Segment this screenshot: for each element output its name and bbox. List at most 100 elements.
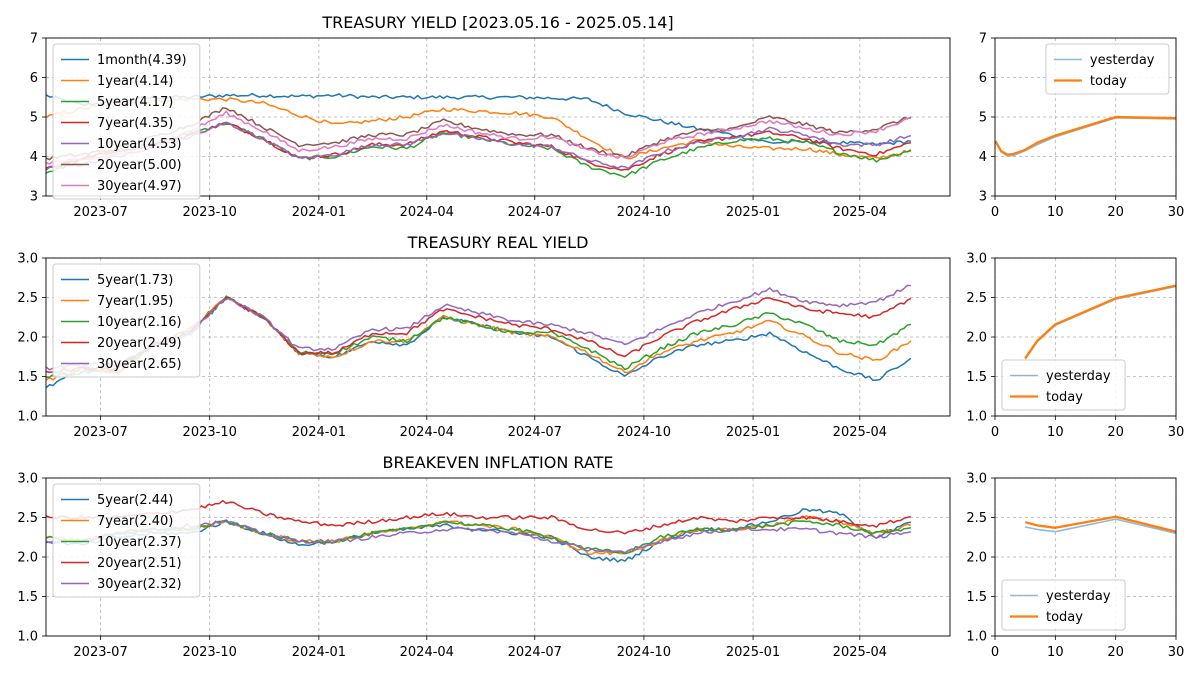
legend-label: 5year(1.73) bbox=[97, 273, 173, 288]
plot-frame bbox=[994, 257, 1177, 417]
y-tick-label: 3 bbox=[979, 190, 987, 205]
legend-label: 20year(2.51) bbox=[97, 556, 182, 571]
legend-label: today bbox=[1090, 74, 1127, 89]
legend-label: 30year(2.65) bbox=[97, 357, 182, 372]
x-tick-label: 20 bbox=[1107, 645, 1124, 660]
chart-panel-4: 1.0 1.5 2.0 2.5 3.0 2023-07 2023-10 2024-01 2024… bbox=[17, 453, 951, 660]
x-tick-label: 2024-01 bbox=[292, 205, 346, 220]
y-tick-label: 5 bbox=[979, 111, 987, 126]
x-tick-label: 0 bbox=[991, 205, 999, 220]
series-line-today bbox=[1024, 515, 1176, 533]
legend-label: yesterday bbox=[1046, 369, 1111, 384]
plot-frame bbox=[45, 257, 951, 417]
legend: yesterday today bbox=[1001, 359, 1126, 411]
legend-label: 7year(1.95) bbox=[97, 294, 173, 309]
chart-panel-2: 1.0 1.5 2.0 2.5 3.0 2023-07 2023-10 2024-01 2024… bbox=[17, 233, 951, 440]
x-tick-label: 2023-10 bbox=[183, 645, 237, 660]
legend-label: 1month(4.39) bbox=[97, 53, 187, 68]
x-tick-label: 2024-01 bbox=[292, 645, 346, 660]
x-tick-label: 2023-10 bbox=[183, 425, 237, 440]
legend: 1month(4.39) 1year(4.14) 5year(4.17) 7year(… bbox=[52, 43, 201, 200]
y-tick-label: 3.0 bbox=[17, 252, 38, 267]
y-tick-label: 2.0 bbox=[17, 551, 38, 566]
y-tick-label: 2.0 bbox=[966, 551, 987, 566]
x-tick-label: 30 bbox=[1168, 425, 1185, 440]
series-group bbox=[1024, 284, 1176, 360]
legend-label: 20year(2.49) bbox=[97, 336, 182, 351]
legend-label: today bbox=[1046, 390, 1083, 405]
x-tick-label: 2024-07 bbox=[508, 425, 562, 440]
y-tick-label: 3.0 bbox=[966, 252, 987, 267]
x-tick-label: 20 bbox=[1107, 425, 1124, 440]
legend-label: 10year(2.37) bbox=[97, 535, 182, 550]
legend-box bbox=[52, 263, 201, 378]
y-tick-label: 1.0 bbox=[17, 410, 38, 425]
series-line-today bbox=[995, 115, 1176, 156]
legend-label: yesterday bbox=[1090, 53, 1155, 68]
chart-title: TREASURY REAL YIELD bbox=[407, 233, 589, 252]
y-tick-label: 6 bbox=[979, 71, 987, 86]
chart-title: BREAKEVEN INFLATION RATE bbox=[383, 453, 614, 472]
x-tick-label: 2023-07 bbox=[73, 205, 127, 220]
plot-frame bbox=[994, 477, 1177, 637]
x-tick-label: 0 bbox=[991, 645, 999, 660]
legend-label: 30year(2.32) bbox=[97, 577, 182, 592]
chart-title: TREASURY YIELD [2023.05.16 - 2025.05.14] bbox=[321, 13, 673, 32]
legend-box bbox=[52, 43, 201, 200]
legend: 5year(2.44) 7year(2.40) 10year(2.37) 20year… bbox=[52, 483, 201, 598]
legend-label: 20year(5.00) bbox=[97, 158, 182, 173]
chart-panel-5: 1.0 1.5 2.0 2.5 3.0 0 10 20 30 yesterday today bbox=[966, 472, 1184, 661]
y-tick-label: 3 bbox=[30, 190, 38, 205]
y-tick-label: 1.0 bbox=[17, 630, 38, 645]
x-tick-label: 2024-10 bbox=[617, 645, 671, 660]
x-tick-label: 2025-04 bbox=[833, 645, 887, 660]
y-tick-label: 2.5 bbox=[966, 511, 987, 526]
x-tick-label: 30 bbox=[1168, 645, 1185, 660]
y-tick-label: 1.0 bbox=[966, 410, 987, 425]
legend-label: today bbox=[1046, 610, 1083, 625]
plot-frame bbox=[45, 477, 951, 637]
x-tick-label: 2024-07 bbox=[508, 205, 562, 220]
plot-frame bbox=[45, 37, 951, 197]
y-tick-label: 6 bbox=[30, 71, 38, 86]
legend-label: 5year(2.44) bbox=[97, 493, 173, 508]
x-tick-label: 2023-10 bbox=[183, 205, 237, 220]
legend: yesterday today bbox=[1001, 579, 1126, 631]
chart-panel-0: 3 4 5 6 7 2023-07 2023-10 2024-01 2024-04 2024-07… bbox=[30, 13, 951, 220]
y-tick-label: 7 bbox=[979, 32, 987, 47]
y-tick-label: 2.0 bbox=[966, 331, 987, 346]
y-tick-label: 3.0 bbox=[17, 472, 38, 487]
x-tick-label: 2024-04 bbox=[400, 205, 454, 220]
legend-label: 10year(4.53) bbox=[97, 137, 182, 152]
legend-label: 7year(2.40) bbox=[97, 514, 173, 529]
x-tick-label: 20 bbox=[1107, 205, 1124, 220]
x-tick-label: 2023-07 bbox=[73, 645, 127, 660]
legend-label: 5year(4.17) bbox=[97, 95, 173, 110]
y-tick-label: 1.0 bbox=[966, 630, 987, 645]
y-tick-label: 4 bbox=[30, 150, 38, 165]
chart-panel-3: 1.0 1.5 2.0 2.5 3.0 0 10 20 30 yesterday today bbox=[966, 252, 1184, 441]
legend-label: 30year(4.97) bbox=[97, 179, 182, 194]
y-tick-label: 2.5 bbox=[966, 291, 987, 306]
x-tick-label: 10 bbox=[1047, 205, 1064, 220]
y-tick-label: 2.5 bbox=[17, 511, 38, 526]
y-tick-label: 2.0 bbox=[17, 331, 38, 346]
series-group bbox=[995, 115, 1176, 157]
x-tick-label: 2025-01 bbox=[726, 645, 780, 660]
x-tick-label: 2024-01 bbox=[292, 425, 346, 440]
x-tick-label: 2023-07 bbox=[73, 425, 127, 440]
x-tick-label: 2025-04 bbox=[833, 205, 887, 220]
legend: 5year(1.73) 7year(1.95) 10year(2.16) 20year… bbox=[52, 263, 201, 378]
y-tick-label: 1.5 bbox=[17, 590, 38, 605]
series-line-today bbox=[1024, 284, 1176, 359]
y-tick-label: 4 bbox=[979, 150, 987, 165]
x-tick-label: 2024-10 bbox=[617, 205, 671, 220]
x-tick-label: 2025-01 bbox=[726, 205, 780, 220]
legend-box bbox=[52, 483, 201, 598]
legend: yesterday today bbox=[1045, 43, 1170, 95]
y-tick-label: 5 bbox=[30, 111, 38, 126]
legend-label: 10year(2.16) bbox=[97, 315, 182, 330]
y-tick-label: 7 bbox=[30, 32, 38, 47]
